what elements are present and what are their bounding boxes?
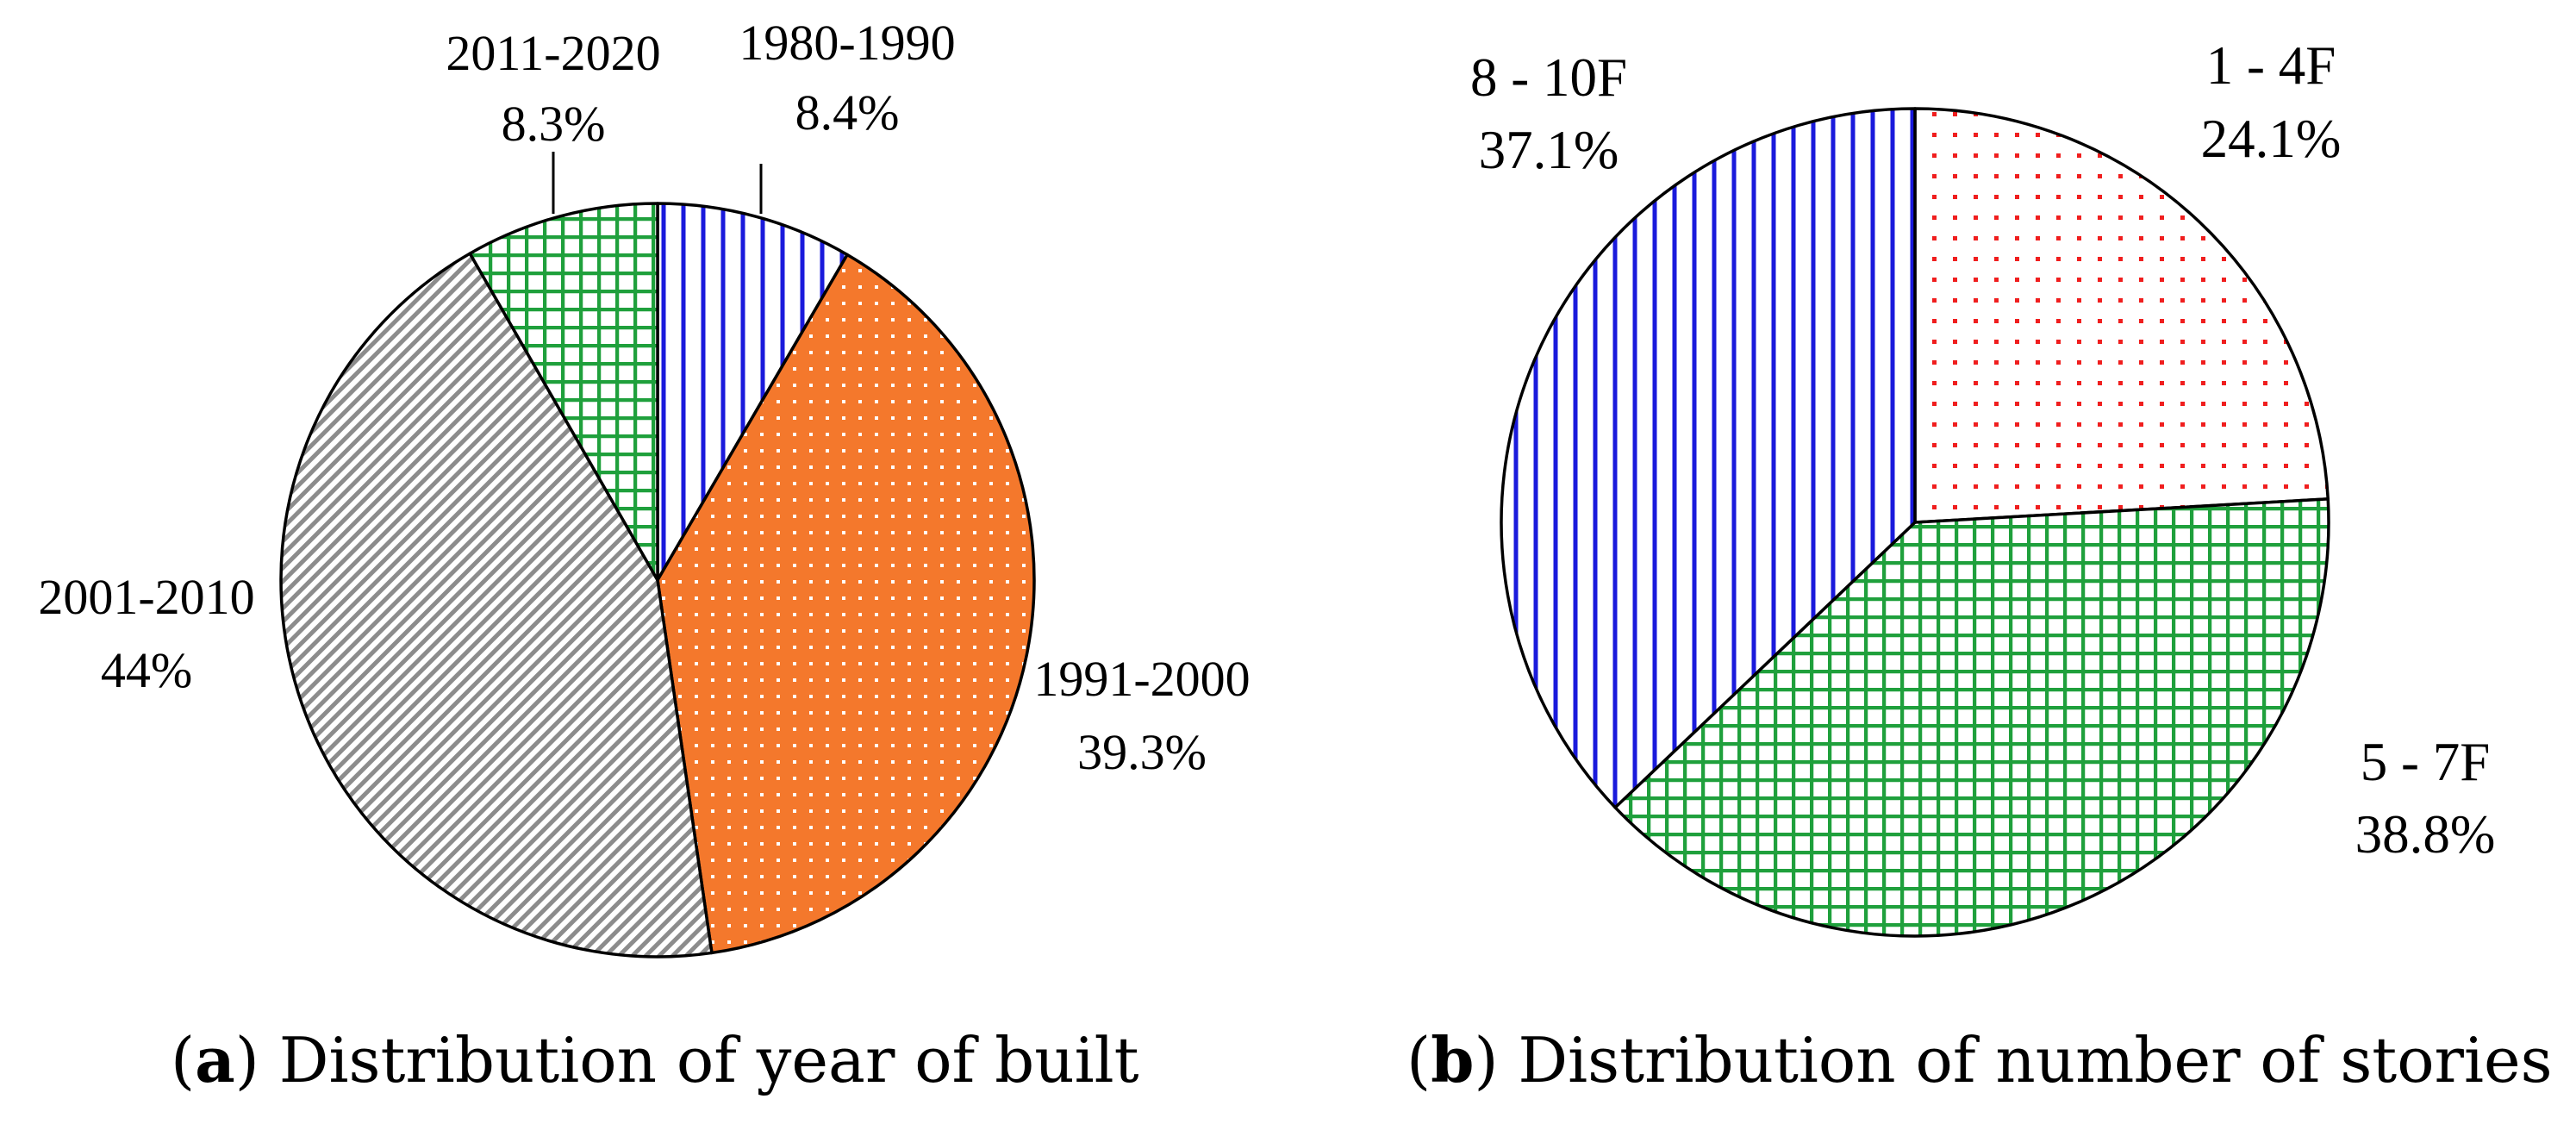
pie-slice-2011-2020 — [468, 202, 659, 582]
pie-slice-8-10F — [1500, 107, 1917, 809]
pie-slice-5-7F — [1613, 497, 2330, 938]
label-1-4F: 1 - 4F — [2206, 35, 2336, 96]
caption-a-letter: a — [195, 1023, 235, 1096]
value-2001-2010: 44% — [101, 642, 192, 698]
value-5-7F: 38.8% — [2355, 804, 2496, 865]
pie-chart-year-built — [279, 202, 1036, 959]
pie-slice-1-4F — [1913, 107, 2330, 524]
value-1991-2000: 39.3% — [1077, 724, 1207, 780]
pie-slice-1980-1990 — [656, 202, 849, 582]
label-1980-1990: 1980-1990 — [739, 15, 955, 71]
pie-slice-2001-2010 — [279, 252, 714, 959]
value-8-10F: 37.1% — [1479, 120, 1619, 180]
pie-chart-stories — [1500, 107, 2330, 938]
caption-b-letter: b — [1431, 1023, 1474, 1096]
pie-b-labels: 1 - 4F 24.1% 5 - 7F 38.8% 8 - 10F 37.1% — [1470, 35, 2495, 865]
pie-slice-1991-2000 — [656, 253, 1036, 955]
caption-a: (a) Distribution of year of built — [171, 1023, 1139, 1096]
label-8-10F: 8 - 10F — [1470, 47, 1627, 108]
value-1-4F: 24.1% — [2201, 109, 2342, 169]
label-2001-2010: 2001-2010 — [38, 569, 254, 625]
caption-b: (b) Distribution of number of stories — [1407, 1023, 2553, 1096]
pie-a-labels: 1980-1990 8.4% 1991-2000 39.3% 2001-2010… — [38, 15, 1250, 780]
value-1980-1990: 8.4% — [795, 84, 900, 140]
label-2011-2020: 2011-2020 — [446, 25, 660, 81]
value-2011-2020: 8.3% — [502, 96, 606, 152]
caption-a-text: Distribution of year of built — [279, 1024, 1139, 1096]
label-1991-2000: 1991-2000 — [1033, 651, 1250, 707]
label-5-7F: 5 - 7F — [2361, 732, 2491, 792]
caption-b-text: Distribution of number of stories — [1518, 1024, 2552, 1096]
